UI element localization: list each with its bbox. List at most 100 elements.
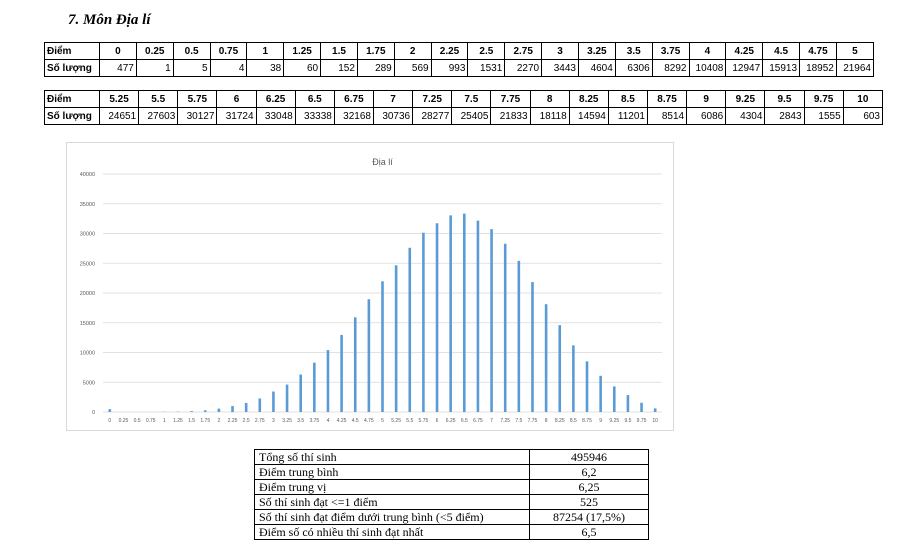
score-cell: 9.5 — [764, 90, 805, 108]
count-cell: 569 — [393, 59, 432, 77]
score-cell: 5.75 — [177, 90, 218, 108]
count-cell: 30127 — [177, 107, 218, 125]
y-tick-label: 0 — [92, 410, 95, 416]
x-tick-label: 2.75 — [255, 418, 265, 424]
bar — [340, 334, 343, 412]
x-tick-label: 7.25 — [500, 418, 510, 424]
x-tick-label: 5.25 — [391, 418, 401, 424]
score-cell: 1.25 — [283, 42, 322, 60]
bar — [217, 408, 221, 412]
bar — [299, 374, 302, 412]
stats-label: Điểm trung vị — [254, 479, 530, 495]
score-distribution-chart: Địa lí 0 5000 10000 15000 20000 25000 30000 3500… — [66, 142, 674, 431]
count-row-label: Số lượng — [44, 59, 100, 77]
count-cell: 4304 — [725, 107, 766, 125]
bar — [203, 410, 207, 412]
bar — [503, 243, 507, 412]
count-cell: 30736 — [372, 107, 414, 125]
count-cell: 5 — [172, 59, 211, 77]
bar — [476, 220, 480, 412]
section-title: 7. Môn Địa lí — [68, 12, 151, 28]
count-cell: 6086 — [686, 107, 727, 125]
stats-row: Điểm trung vị 6,25 — [254, 479, 649, 495]
x-tick-label: 2.25 — [228, 418, 238, 424]
bar — [558, 325, 562, 412]
count-cell: 477 — [99, 59, 137, 77]
stats-value: 6,25 — [529, 479, 649, 495]
score-cell: 6.75 — [333, 90, 374, 108]
score-cell: 4.75 — [799, 42, 837, 60]
x-tick-label: 3 — [272, 418, 275, 424]
stats-label: Điểm trung bình — [254, 464, 530, 480]
bar — [531, 282, 534, 412]
x-tick-label: 0.5 — [134, 418, 141, 424]
y-tick-label: 25000 — [80, 261, 95, 267]
count-cell: 8514 — [646, 107, 688, 125]
score-cell: 0 — [99, 42, 137, 60]
score-cell: 7.5 — [451, 90, 492, 108]
x-tick-label: 6.25 — [446, 418, 456, 424]
x-tick-label: 0.25 — [119, 418, 129, 424]
stats-row: Điểm trung bình 6,2 — [254, 464, 649, 480]
count-cell: 25405 — [451, 107, 492, 125]
chart-svg: Địa lí0500010000150002000025000300003500… — [80, 157, 662, 424]
bar — [326, 350, 330, 412]
score-row: Điểm 5.25 5.5 5.75 6 6.25 6.5 6.75 7 7.25 7.5 7.75… — [44, 90, 884, 108]
x-tick-label: 7.5 — [515, 418, 522, 424]
x-tick-label: 1.75 — [200, 418, 210, 424]
bar — [231, 406, 234, 412]
bar — [585, 361, 589, 412]
stats-label: Số thí sinh đạt <=1 điểm — [254, 494, 530, 510]
score-cell: 1.75 — [356, 42, 395, 60]
bar — [381, 281, 384, 412]
bar — [394, 265, 398, 412]
x-tick-label: 1 — [163, 418, 166, 424]
x-tick-label: 7 — [490, 418, 493, 424]
chart-title: Địa lí — [372, 157, 393, 167]
count-cell: 289 — [356, 59, 395, 77]
count-cell: 10408 — [688, 59, 727, 77]
stats-label: Số thí sinh đạt điểm dưới trung bình (<5… — [254, 509, 530, 525]
score-table-1: Điểm 0 0.25 0.5 0.75 1 1.25 1.5 1.75 2 2.25 2.5 2.7… — [44, 42, 875, 77]
x-tick-label: 2 — [217, 418, 220, 424]
y-tick-label: 5000 — [83, 380, 95, 386]
count-cell: 21964 — [835, 59, 875, 77]
score-cell: 6.5 — [294, 90, 335, 108]
count-row: Số lượng 477 1 5 4 38 60 152 289 569 993 1531 2270 3… — [44, 59, 875, 77]
bar — [422, 232, 425, 412]
score-cell: 0.75 — [209, 42, 248, 60]
bar — [449, 215, 452, 412]
y-tick-label: 35000 — [80, 202, 95, 208]
bar — [572, 345, 575, 412]
count-cell: 1 — [135, 59, 174, 77]
score-cell: 9 — [686, 90, 727, 108]
x-tick-label: 1.5 — [188, 418, 195, 424]
score-cell: 7.25 — [412, 90, 453, 108]
score-cell: 6 — [216, 90, 257, 108]
count-cell: 31724 — [216, 107, 257, 125]
count-cell: 33338 — [294, 107, 335, 125]
bar — [544, 304, 548, 412]
count-cell: 1531 — [467, 59, 506, 77]
count-cell: 4 — [209, 59, 248, 77]
score-cell: 2.5 — [467, 42, 506, 60]
y-tick-label: 40000 — [80, 172, 95, 178]
count-cell: 2843 — [764, 107, 805, 125]
score-cell: 4.25 — [725, 42, 764, 60]
x-tick-label: 9 — [599, 418, 602, 424]
count-cell: 152 — [320, 59, 358, 77]
x-tick-label: 0.75 — [146, 418, 156, 424]
count-cell: 993 — [430, 59, 469, 77]
score-cell: 3.75 — [651, 42, 690, 60]
count-cell: 18118 — [529, 107, 570, 125]
stats-label: Tổng số thí sinh — [254, 449, 530, 465]
count-cell: 603 — [842, 107, 884, 125]
bar — [108, 409, 112, 412]
score-cell: 4.5 — [762, 42, 801, 60]
x-tick-label: 8.75 — [582, 418, 592, 424]
bar — [408, 247, 412, 412]
x-tick-label: 3.25 — [282, 418, 292, 424]
count-cell: 14594 — [568, 107, 609, 125]
score-cell: 8.25 — [568, 90, 609, 108]
stats-row: Điểm số có nhiều thí sinh đạt nhất 6,5 — [254, 524, 649, 540]
